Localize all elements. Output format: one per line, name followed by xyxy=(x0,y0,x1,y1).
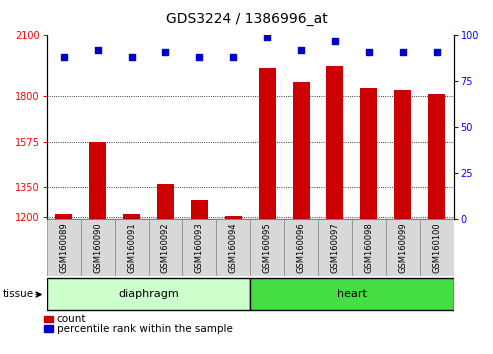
Bar xyxy=(352,219,386,276)
Text: GSM160099: GSM160099 xyxy=(398,222,407,273)
Bar xyxy=(81,219,114,276)
Text: GDS3224 / 1386996_at: GDS3224 / 1386996_at xyxy=(166,12,327,27)
Bar xyxy=(360,88,377,219)
Point xyxy=(331,38,339,44)
Bar xyxy=(318,219,352,276)
Bar xyxy=(89,142,106,219)
Text: percentile rank within the sample: percentile rank within the sample xyxy=(57,324,233,333)
Bar xyxy=(216,219,250,276)
Point xyxy=(399,49,407,55)
Text: heart: heart xyxy=(337,289,367,299)
Bar xyxy=(191,200,208,219)
Bar xyxy=(250,278,454,310)
Text: GSM160093: GSM160093 xyxy=(195,222,204,273)
Bar xyxy=(148,219,182,276)
Bar xyxy=(259,68,276,219)
Point xyxy=(365,49,373,55)
Point xyxy=(433,49,441,55)
Bar xyxy=(420,219,454,276)
Point xyxy=(128,55,136,60)
Point xyxy=(60,55,68,60)
Bar xyxy=(47,278,250,310)
Text: tissue: tissue xyxy=(2,289,34,299)
Bar xyxy=(47,219,81,276)
Text: diaphragm: diaphragm xyxy=(118,289,179,299)
Text: GSM160090: GSM160090 xyxy=(93,222,102,273)
Text: GSM160100: GSM160100 xyxy=(432,222,441,273)
Text: GSM160097: GSM160097 xyxy=(330,222,340,273)
Text: GSM160096: GSM160096 xyxy=(296,222,306,273)
Bar xyxy=(55,214,72,219)
Text: GSM160089: GSM160089 xyxy=(59,222,69,273)
Point xyxy=(297,47,305,53)
Bar xyxy=(386,219,420,276)
Text: GSM160092: GSM160092 xyxy=(161,222,170,273)
Point xyxy=(195,55,203,60)
Bar xyxy=(428,94,445,219)
Text: GSM160094: GSM160094 xyxy=(229,222,238,273)
Bar xyxy=(225,216,242,219)
Text: GSM160091: GSM160091 xyxy=(127,222,136,273)
Point xyxy=(263,34,271,40)
Bar xyxy=(157,184,174,219)
Bar xyxy=(326,66,344,219)
Text: GSM160095: GSM160095 xyxy=(263,222,272,273)
Bar xyxy=(114,219,148,276)
Bar xyxy=(123,215,140,219)
Bar xyxy=(394,90,411,219)
Bar xyxy=(250,219,284,276)
Point xyxy=(162,49,170,55)
Text: count: count xyxy=(57,314,86,324)
Point xyxy=(94,47,102,53)
Bar xyxy=(182,219,216,276)
Point xyxy=(229,55,237,60)
Text: GSM160098: GSM160098 xyxy=(364,222,373,273)
Bar xyxy=(292,82,310,219)
Bar xyxy=(284,219,318,276)
